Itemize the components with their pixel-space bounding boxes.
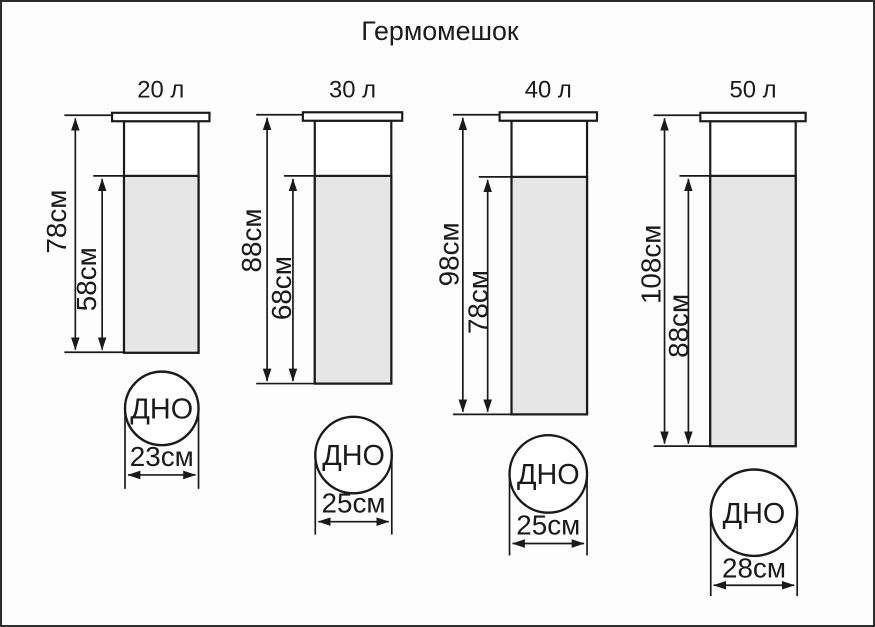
bag-group-50l: 50 л 108см 88см ДНО 28см — [635, 76, 807, 597]
fill-height-label: 68см — [266, 256, 297, 320]
bottom-circle-label: ДНО — [723, 498, 786, 530]
bag-cap — [699, 111, 807, 123]
bottom-diameter-label: 28см — [722, 552, 786, 583]
total-height-label: 88см — [236, 208, 267, 272]
bag-cap — [498, 111, 599, 122]
fill-height-label: 88см — [663, 294, 694, 358]
volume-label: 50 л — [729, 76, 776, 103]
bag-fill-area — [510, 175, 589, 416]
bottom-diameter-label: 23см — [130, 441, 194, 472]
fill-height-label: 78см — [462, 270, 493, 334]
bag-group-20l: 20 л 78см 58см ДНО 23см — [41, 76, 211, 489]
volume-label: 20 л — [137, 76, 184, 103]
diagram-title: Гермомешок — [361, 16, 519, 46]
bottom-circle-label: ДНО — [130, 393, 193, 425]
fill-height-label: 58см — [71, 247, 102, 311]
bottom-circle-label: ДНО — [517, 459, 580, 491]
bag-group-30l: 30 л 88см 68см ДНО 25см — [236, 76, 404, 535]
bag-cap — [110, 111, 211, 123]
bag-group-40l: 40 л 98см 78см ДНО 25см — [434, 76, 599, 556]
total-height-label: 98см — [434, 222, 465, 286]
bottom-circle-label: ДНО — [322, 440, 385, 472]
bag-cap — [301, 111, 404, 122]
bottom-diameter-label: 25см — [516, 510, 580, 541]
volume-label: 30 л — [329, 76, 376, 103]
total-height-label: 108см — [635, 225, 666, 304]
bag-fill-area — [122, 174, 200, 354]
total-height-label: 78см — [41, 190, 72, 254]
bag-fill-area — [313, 174, 393, 385]
bag-fill-area — [709, 174, 797, 448]
bottom-diameter-label: 25см — [322, 488, 386, 519]
volume-label: 40 л — [525, 76, 572, 103]
